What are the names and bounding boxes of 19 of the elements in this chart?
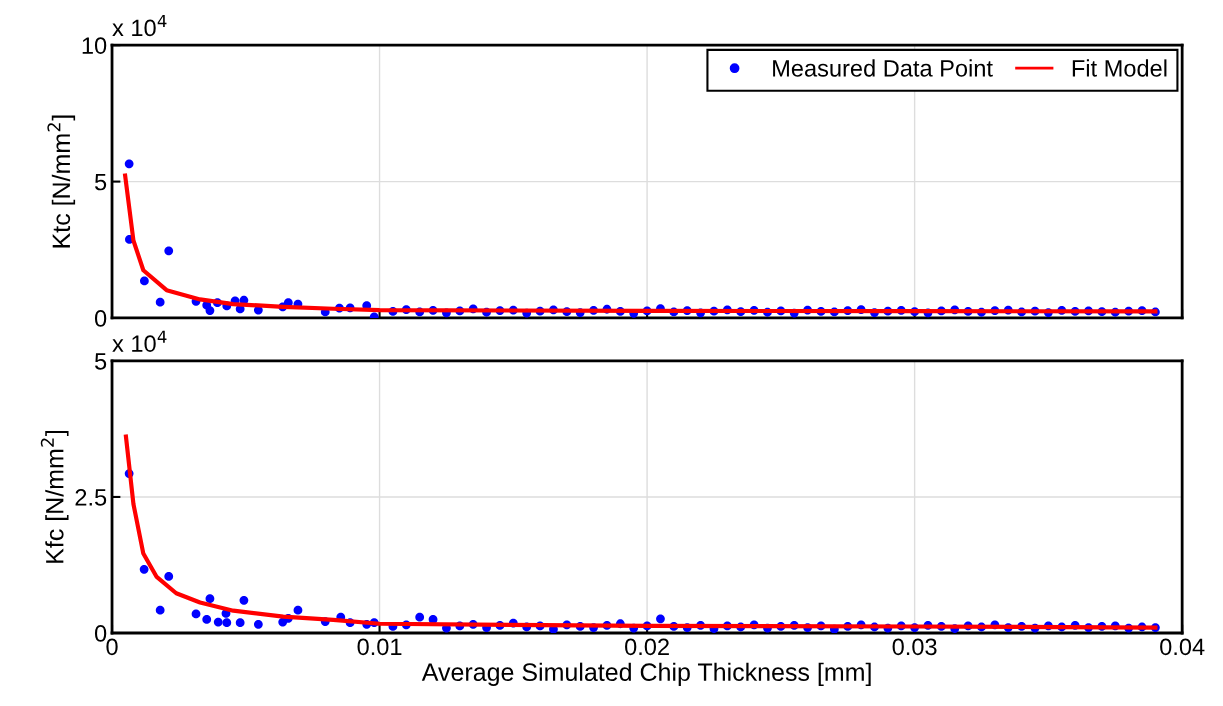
y-tick-label: 2.5 [75,489,107,506]
y-axis-title: Ktc [N/mm$^{2}$] [47,115,76,248]
y-tick-label: 10 [82,37,107,54]
legend-label: Fit Model [1072,59,1167,77]
y-axis-title: Kfc [N/mm$^{2}$] [40,430,69,563]
y-tick-label: 0 [94,625,107,642]
text: x 10$^{4}$ [112,330,167,352]
x-axis-title: Average Simulated Chip Thickness [mm] [421,662,871,686]
x-tick-label: 0.02 [625,638,669,656]
legend-label: Measured Data Point [773,59,993,77]
x-tick-label: 0 [106,638,118,656]
x-tick-label: 0.04 [1160,638,1205,656]
x-tick-label: 0.03 [892,638,937,656]
line-series [123,434,1158,630]
y-tick-label: 0 [94,310,107,327]
x-tick-label: 0.01 [357,638,402,656]
y-tick-label: 5 [94,173,107,191]
y-tick-label: 5 [94,353,107,370]
text: x 10$^{4}$ [112,14,167,37]
